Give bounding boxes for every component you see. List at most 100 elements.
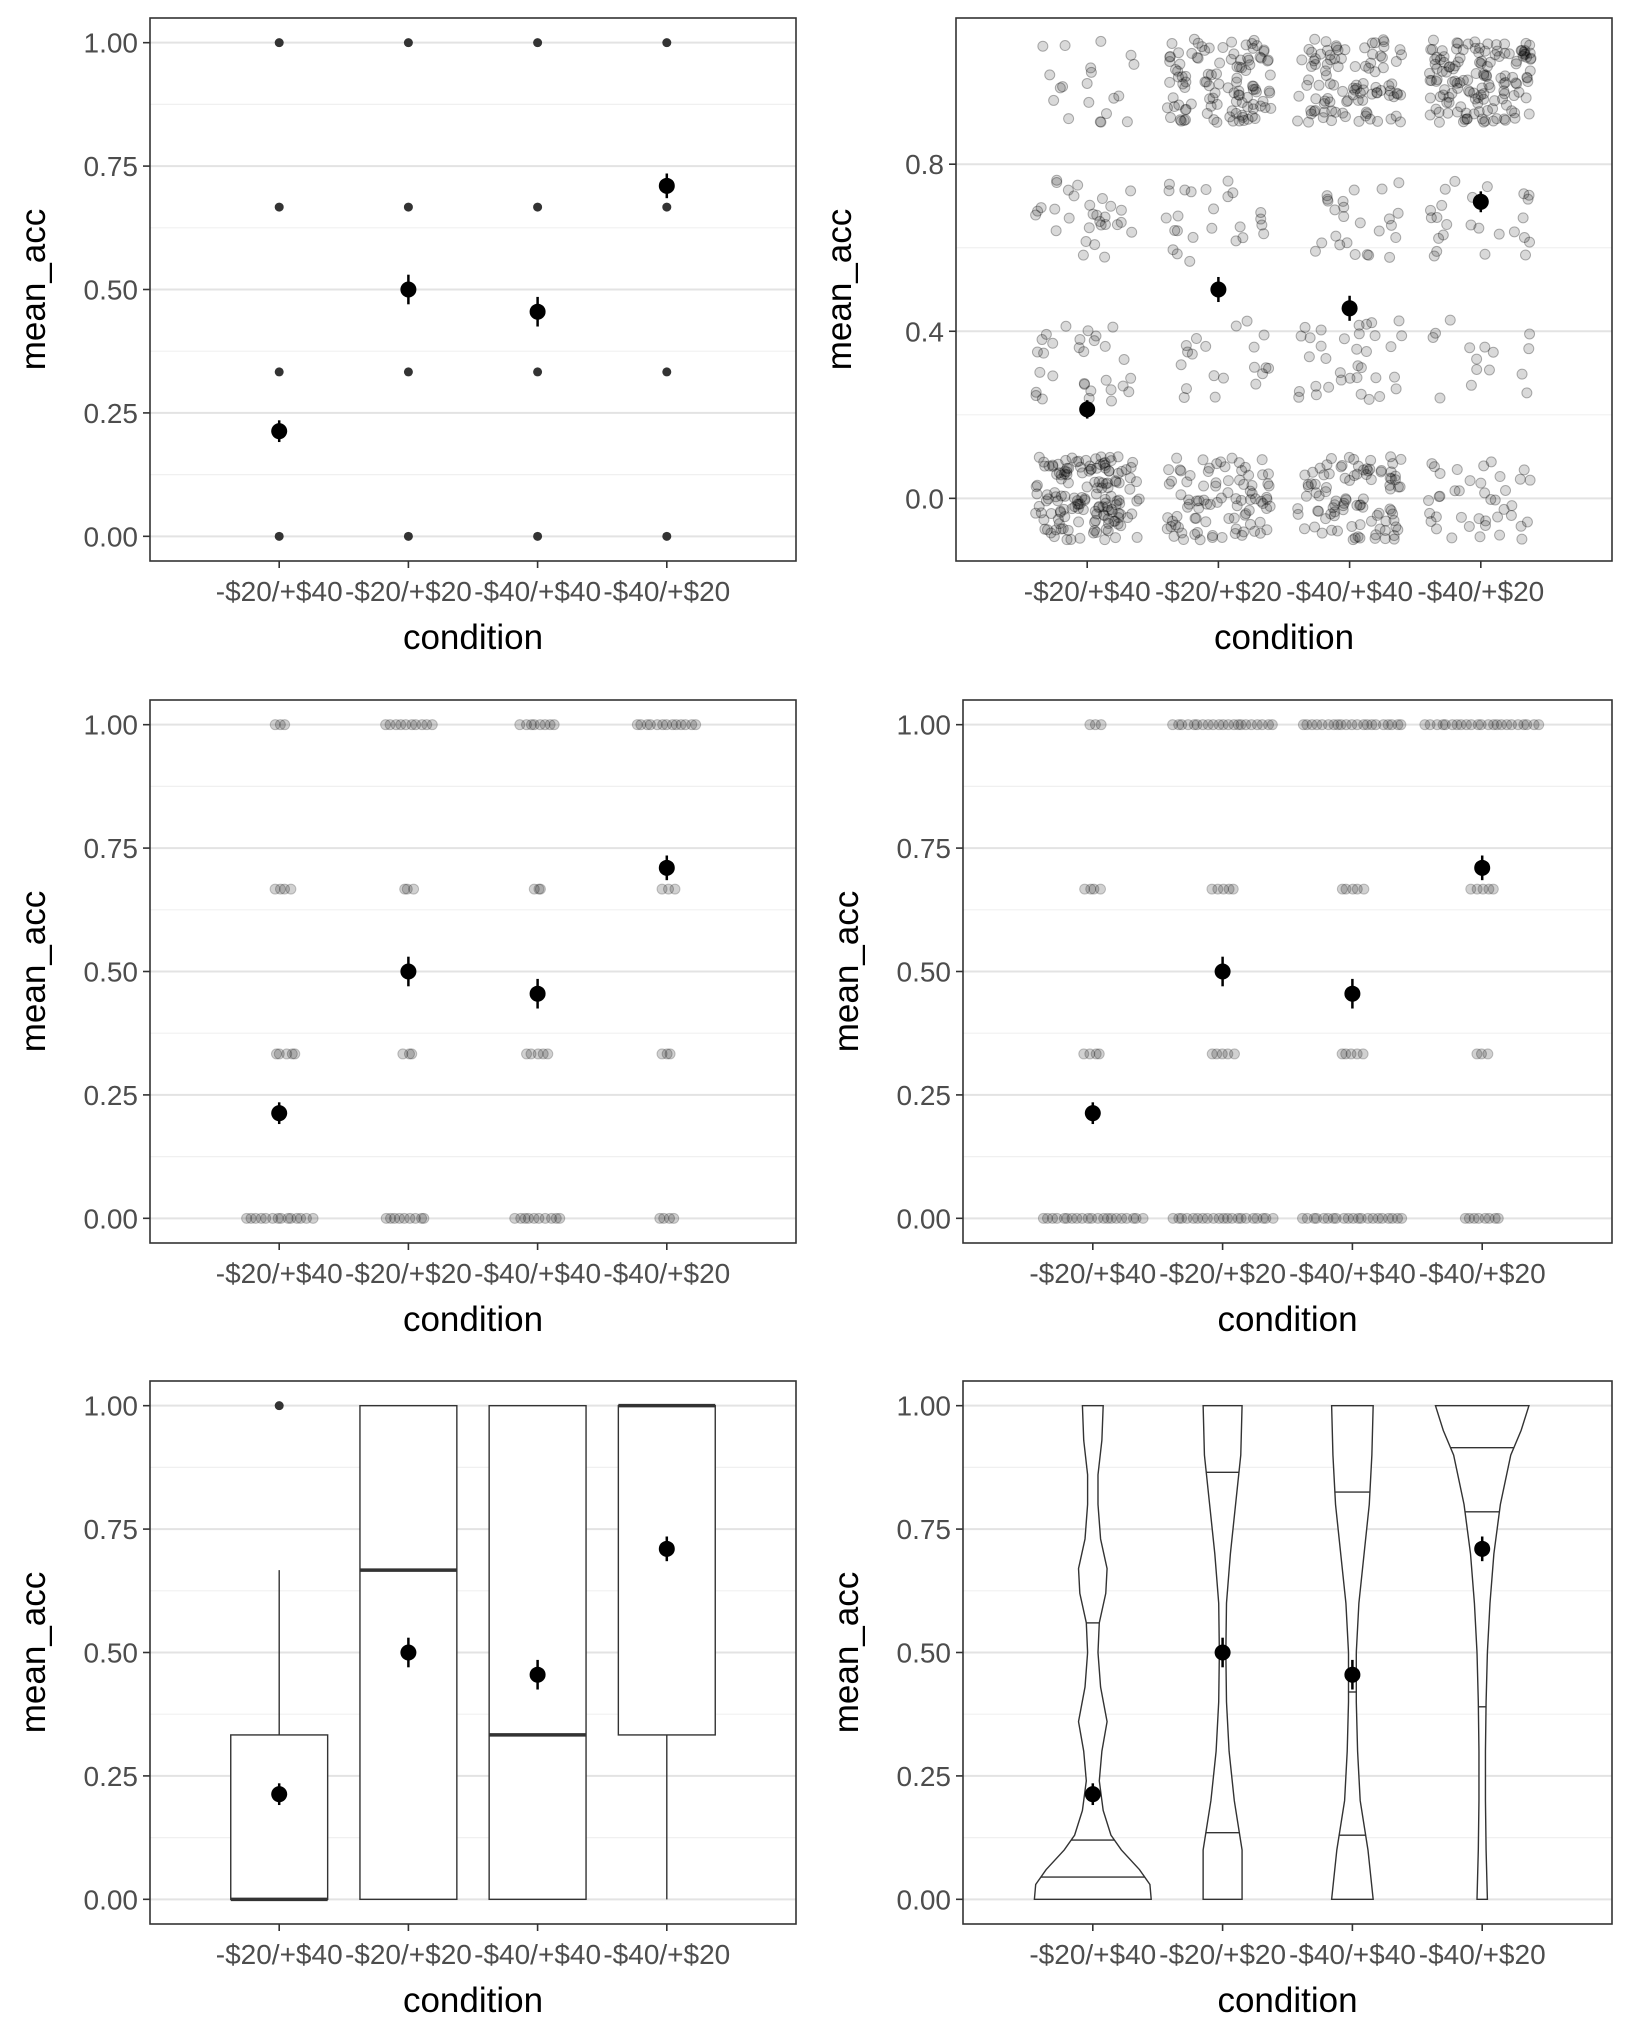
jittered-point: [1052, 458, 1064, 470]
jittered-point: [1483, 364, 1495, 376]
jittered-point: [1258, 44, 1270, 56]
jittered-point: [1334, 367, 1346, 379]
jittered-point: [1360, 469, 1372, 481]
jittered-point: [418, 1212, 430, 1224]
jittered-point: [1201, 1212, 1213, 1224]
jittered-point: [1184, 469, 1196, 481]
jittered-point: [1095, 719, 1107, 731]
jittered-point: [1328, 79, 1340, 91]
jittered-point: [1182, 346, 1194, 358]
jittered-point: [1321, 58, 1333, 70]
jittered-point: [1315, 48, 1327, 60]
y-tick-label: 0.00: [897, 1203, 952, 1234]
jittered-point: [300, 1212, 312, 1224]
jittered-point: [635, 719, 647, 731]
jittered-point: [1099, 211, 1111, 223]
jittered-point: [1316, 719, 1328, 731]
jittered-point: [1256, 454, 1268, 466]
jittered-point: [1168, 530, 1180, 542]
jittered-point: [1105, 490, 1117, 502]
jittered-point: [1478, 116, 1490, 128]
jittered-point: [686, 719, 698, 731]
x-tick-label: -$40/+$20: [1419, 1939, 1546, 1970]
jittered-point: [1263, 85, 1275, 97]
jittered-point: [1074, 461, 1086, 473]
jittered-point: [1076, 491, 1088, 503]
jittered-point: [1318, 106, 1330, 118]
jittered-point: [1429, 58, 1441, 70]
jittered-point: [1265, 102, 1277, 114]
jittered-point: [1489, 494, 1501, 506]
jittered-point: [539, 719, 551, 731]
y-tick-label: 0.25: [897, 1761, 952, 1792]
jittered-point: [1451, 106, 1463, 118]
x-tick-label: -$20/+$40: [1029, 1258, 1156, 1289]
jittered-point: [1518, 188, 1530, 200]
jittered-point: [1324, 96, 1336, 108]
jittered-point: [1519, 48, 1531, 60]
jittered-point: [550, 1212, 562, 1224]
jittered-point: [1295, 330, 1307, 342]
jittered-point: [409, 1212, 421, 1224]
jittered-point: [1346, 520, 1358, 532]
jittered-point: [1130, 1212, 1142, 1224]
jittered-point: [1489, 95, 1501, 107]
jittered-point: [1344, 372, 1356, 384]
jittered-point: [1457, 116, 1469, 128]
jittered-point: [1352, 531, 1364, 543]
jittered-point: [1347, 1212, 1359, 1224]
jittered-point: [1303, 351, 1315, 363]
jittered-point: [1205, 100, 1217, 112]
jittered-point: [272, 1212, 284, 1224]
jittered-point: [1176, 71, 1188, 83]
jittered-point: [1339, 111, 1351, 123]
jittered-point: [1089, 505, 1101, 517]
jittered-point: [1390, 383, 1402, 395]
jittered-point: [1050, 524, 1062, 536]
jittered-point: [1347, 534, 1359, 546]
jittered-point: [1246, 38, 1258, 50]
jittered-point: [1209, 391, 1221, 403]
jittered-point: [1473, 222, 1485, 234]
jittered-point: [1388, 91, 1400, 103]
jittered-point: [1462, 38, 1474, 50]
jittered-point: [1517, 212, 1529, 224]
jittered-point: [1061, 469, 1073, 481]
jittered-point: [1170, 519, 1182, 531]
jittered-point: [1200, 76, 1212, 88]
jittered-point: [1322, 193, 1334, 205]
jittered-point: [1332, 44, 1344, 56]
jittered-point: [1077, 249, 1089, 261]
x-tick-label: -$20/+$40: [216, 576, 343, 607]
jittered-point: [1051, 174, 1063, 186]
jittered-point: [1115, 520, 1127, 532]
jittered-point: [1384, 479, 1396, 491]
jittered-point: [1222, 475, 1234, 487]
jittered-point: [1213, 719, 1225, 731]
jittered-point: [1105, 1212, 1117, 1224]
jittered-point: [1247, 80, 1259, 92]
jittered-point: [1115, 204, 1127, 216]
jittered-point: [1338, 211, 1350, 223]
jittered-point: [1230, 523, 1242, 535]
jittered-point: [532, 1048, 544, 1060]
jittered-point: [1441, 97, 1453, 109]
jittered-point: [1336, 459, 1348, 471]
jittered-point: [1342, 1212, 1354, 1224]
jittered-point: [1110, 1212, 1122, 1224]
jittered-point: [1240, 65, 1252, 77]
jittered-point: [1386, 78, 1398, 90]
jittered-point: [1472, 719, 1484, 731]
raw-point: [403, 38, 413, 48]
jittered-point: [1338, 333, 1350, 345]
jittered-point: [1330, 1212, 1342, 1224]
jittered-point: [1187, 1212, 1199, 1224]
jittered-point: [1247, 42, 1259, 54]
jittered-point: [1371, 86, 1383, 98]
jittered-point: [1506, 500, 1518, 512]
jittered-point: [1523, 189, 1535, 201]
jittered-point: [1164, 55, 1176, 67]
jittered-point: [1343, 451, 1355, 463]
jittered-point: [286, 1048, 298, 1060]
